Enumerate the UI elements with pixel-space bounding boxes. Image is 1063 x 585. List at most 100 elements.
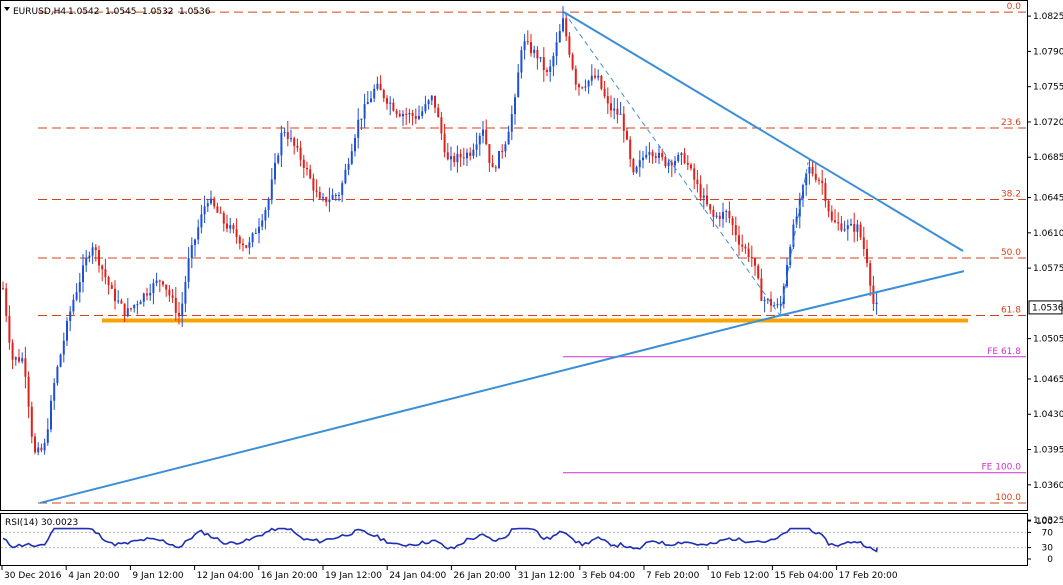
candle-body — [677, 154, 680, 162]
trend-line — [563, 11, 964, 252]
candle-body — [411, 113, 414, 116]
candle-body — [853, 223, 856, 232]
current-price-marker — [1028, 300, 1063, 315]
candle-body — [357, 119, 360, 138]
candle-body — [62, 340, 65, 355]
candle-body — [392, 102, 395, 111]
candle-body — [142, 293, 145, 302]
candle-body — [216, 206, 219, 213]
candle-body — [731, 218, 734, 226]
time-tick-label: 10 Feb 12:00 — [710, 571, 769, 581]
candle-body — [821, 180, 824, 184]
candle-body — [146, 293, 148, 296]
candle-body — [11, 342, 14, 360]
candle-body — [373, 88, 376, 99]
candle-body — [859, 224, 862, 238]
candle-body — [370, 98, 372, 103]
candle-body — [130, 308, 132, 310]
candle-body — [488, 144, 491, 163]
price-tick-label: 1.0430 — [1033, 410, 1063, 420]
candle-body — [539, 57, 542, 59]
candle-body — [363, 104, 366, 119]
main-pane — [0, 0, 1028, 511]
candle-body — [494, 167, 497, 169]
candle-body — [322, 197, 324, 199]
candle-body — [251, 233, 254, 243]
price-axis: 1.0825 1.0790 1.0755 1.0720 1.0685 1.0645 1.06… — [1027, 12, 1063, 526]
candle-body — [149, 293, 152, 296]
candle-body — [85, 257, 88, 266]
time-tick-label: 15 Feb 04:00 — [774, 571, 833, 581]
candle-body — [437, 107, 440, 118]
candle-body — [571, 54, 574, 69]
candle-body — [235, 229, 238, 237]
candle-body — [642, 157, 644, 161]
candle-body — [325, 197, 328, 203]
candle-body — [347, 163, 350, 170]
candle-body — [552, 56, 555, 67]
candle-body — [110, 285, 113, 289]
candle-body — [728, 211, 731, 219]
candle-body — [430, 95, 433, 101]
candle-body — [306, 167, 308, 170]
time-tick-label: 31 Jan 12:00 — [518, 571, 575, 581]
candle-body — [187, 258, 190, 282]
candle-body — [334, 194, 337, 196]
candle-body — [501, 151, 504, 153]
collapse-triangle-icon[interactable] — [4, 7, 10, 11]
price-tick-label: 1.0790 — [1033, 47, 1063, 57]
candle-body — [34, 436, 36, 453]
candle-body — [872, 285, 875, 305]
candle-body — [248, 242, 251, 248]
trend-line — [779, 270, 965, 317]
candle-body — [866, 248, 868, 264]
candle-body — [341, 183, 344, 195]
candle-body — [603, 88, 606, 97]
candle-body — [331, 195, 334, 200]
trend-lines — [39, 11, 965, 504]
ohlc-high: 1.0545 — [105, 7, 137, 17]
candle-body — [104, 269, 107, 278]
trend-line — [779, 162, 809, 316]
candle-body — [680, 153, 683, 155]
time-tick-label: 26 Jan 20:00 — [453, 571, 510, 581]
candle-body — [360, 118, 363, 120]
candle-body — [290, 138, 292, 140]
candle-body — [706, 195, 708, 205]
candle-body — [702, 195, 705, 198]
candle-body — [18, 357, 20, 362]
candle-body — [722, 212, 724, 219]
price-tick-label: 1.0825 — [1033, 12, 1063, 22]
candle-body — [66, 321, 68, 341]
candle-body — [818, 179, 820, 181]
candle-body — [210, 198, 212, 204]
candle-body — [574, 68, 577, 85]
candle-body — [699, 184, 702, 198]
candle-body — [696, 179, 699, 185]
ohlc-close: 1.0536 — [179, 7, 211, 17]
price-tick-label: 1.0575 — [1033, 264, 1063, 274]
ohlc-open: 1.0542 — [68, 7, 100, 17]
candle-body — [408, 113, 411, 115]
time-tick-label: 30 Dec 2016 — [4, 571, 62, 581]
candle-body — [670, 162, 673, 166]
candle-body — [462, 157, 465, 159]
candle-body — [123, 303, 126, 316]
candle-body — [773, 305, 776, 307]
candle-body — [520, 50, 523, 73]
candle-body — [709, 204, 712, 210]
fib-level-label: 23.6 — [1001, 118, 1021, 128]
candle-body — [302, 159, 305, 168]
candle-body — [741, 244, 744, 247]
candle-body — [155, 280, 158, 283]
candle-body — [568, 36, 571, 55]
candle-body — [2, 288, 4, 290]
time-tick-label: 17 Feb 20:00 — [839, 571, 898, 581]
candle-body — [629, 139, 632, 160]
candle-body — [178, 312, 180, 317]
candle-body — [350, 151, 353, 164]
candle-body — [686, 162, 689, 165]
candle-body — [747, 248, 750, 258]
rsi-label: RSI(14) 30.0023 — [5, 518, 78, 528]
